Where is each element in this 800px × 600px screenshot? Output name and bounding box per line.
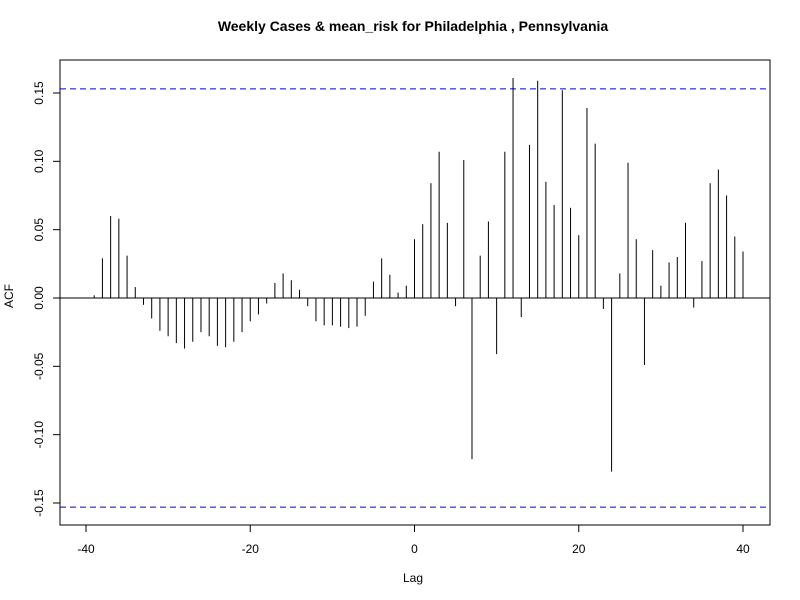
- chart-title: Weekly Cases & mean_risk for Philadelphi…: [218, 18, 609, 34]
- y-tick-label: 0.15: [32, 81, 46, 105]
- y-tick-label: 0.05: [32, 218, 46, 242]
- acf-stems: [93, 77, 744, 472]
- x-tick-label: -40: [77, 542, 95, 556]
- x-tick-label: -20: [242, 542, 260, 556]
- x-tick-label: 40: [736, 542, 750, 556]
- y-tick-label: 0.10: [32, 149, 46, 173]
- y-tick-label: -0.15: [32, 489, 46, 517]
- y-axis: -0.15 -0.10 -0.05 0.00 0.05 0.10 0.15: [32, 81, 61, 517]
- y-tick-label: -0.10: [32, 421, 46, 449]
- y-tick-label: -0.05: [32, 352, 46, 380]
- y-tick-label: 0.00: [32, 286, 46, 310]
- x-tick-label: 20: [572, 542, 586, 556]
- y-axis-label: ACF: [2, 284, 16, 308]
- x-tick-label: 0: [411, 542, 418, 556]
- x-axis-label: Lag: [403, 571, 423, 585]
- x-axis: -40 -20 0 20 40: [77, 524, 750, 556]
